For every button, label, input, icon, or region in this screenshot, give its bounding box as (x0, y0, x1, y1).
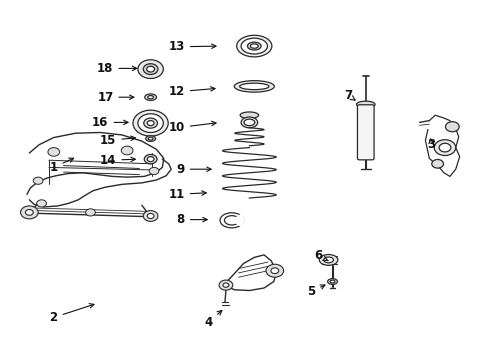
Circle shape (270, 268, 278, 274)
Circle shape (147, 157, 154, 162)
Text: 11: 11 (168, 188, 206, 201)
Ellipse shape (148, 137, 153, 140)
Ellipse shape (323, 257, 333, 263)
Circle shape (265, 264, 283, 277)
Text: 7: 7 (343, 89, 354, 102)
Circle shape (133, 110, 168, 136)
Ellipse shape (356, 101, 374, 108)
Wedge shape (231, 215, 243, 226)
Circle shape (138, 60, 163, 78)
Circle shape (146, 66, 154, 72)
Circle shape (143, 64, 158, 75)
Circle shape (48, 148, 60, 156)
Circle shape (223, 283, 228, 287)
Ellipse shape (236, 35, 271, 57)
Ellipse shape (147, 95, 153, 99)
Circle shape (149, 167, 159, 175)
Circle shape (433, 140, 455, 156)
Text: 9: 9 (176, 163, 211, 176)
Circle shape (147, 213, 154, 219)
Circle shape (219, 280, 232, 290)
Circle shape (25, 210, 33, 215)
Circle shape (438, 143, 450, 152)
Circle shape (143, 211, 158, 221)
Circle shape (445, 122, 458, 132)
Text: 17: 17 (97, 91, 134, 104)
FancyBboxPatch shape (357, 105, 373, 160)
Text: 2: 2 (49, 303, 94, 324)
Text: 8: 8 (176, 213, 207, 226)
Ellipse shape (250, 44, 258, 48)
Text: 3: 3 (426, 138, 434, 150)
Circle shape (85, 209, 95, 216)
Text: 10: 10 (168, 121, 216, 134)
Text: 1: 1 (49, 158, 74, 174)
Circle shape (33, 177, 43, 184)
Text: 15: 15 (100, 134, 135, 147)
Text: 13: 13 (168, 40, 216, 53)
Ellipse shape (319, 255, 337, 265)
Circle shape (147, 121, 154, 126)
Ellipse shape (240, 112, 258, 118)
Ellipse shape (327, 279, 337, 284)
Text: 5: 5 (306, 285, 325, 298)
Circle shape (37, 200, 46, 207)
Ellipse shape (241, 117, 257, 128)
Ellipse shape (244, 119, 254, 126)
Circle shape (143, 118, 157, 128)
Text: 16: 16 (92, 116, 128, 129)
Text: 4: 4 (204, 310, 222, 329)
Ellipse shape (145, 136, 155, 141)
Ellipse shape (234, 81, 274, 92)
Text: 18: 18 (97, 62, 137, 75)
Text: 14: 14 (100, 154, 135, 167)
Circle shape (144, 154, 157, 164)
Ellipse shape (329, 280, 334, 283)
Circle shape (121, 146, 133, 155)
Text: 6: 6 (314, 249, 327, 262)
Text: 12: 12 (168, 85, 215, 98)
Circle shape (138, 114, 163, 132)
Ellipse shape (241, 38, 267, 54)
Ellipse shape (144, 94, 156, 100)
Circle shape (431, 159, 443, 168)
Ellipse shape (239, 83, 268, 90)
Ellipse shape (247, 42, 261, 50)
Circle shape (20, 206, 38, 219)
